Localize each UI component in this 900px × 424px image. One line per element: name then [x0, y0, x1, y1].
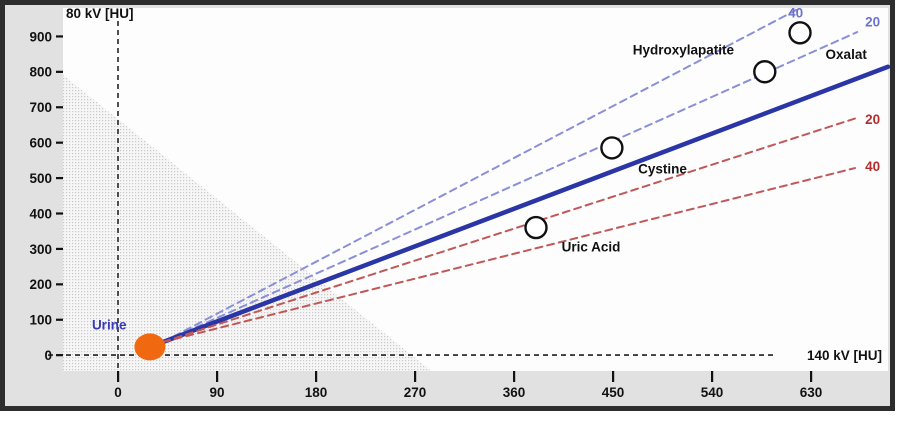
y-tick-400	[56, 212, 63, 215]
label-hydroxylapatite: Hydroxylapatite	[633, 42, 735, 57]
label-urine: Urine	[92, 317, 127, 332]
x-tick-label-90: 90	[209, 385, 224, 400]
y-tick-200	[56, 283, 63, 286]
y-tick-label-700: 700	[29, 100, 52, 115]
y-tick-label-900: 900	[29, 29, 52, 44]
x-tick-360	[513, 371, 516, 382]
y-tick-0	[56, 354, 63, 357]
x-tick-0	[117, 371, 120, 382]
y-tick-900	[56, 35, 63, 38]
y-tick-600	[56, 141, 63, 144]
x-tick-90	[216, 371, 219, 382]
x-axis-title: 140 kV [HU]	[807, 348, 882, 363]
x-tick-label-270: 270	[404, 385, 427, 400]
red-dashed-20-label: 20	[865, 112, 880, 127]
label-oxalat: Oxalat	[826, 47, 868, 62]
shaded-region	[63, 74, 432, 371]
x-tick-540	[711, 371, 714, 382]
y-tick-label-200: 200	[29, 277, 52, 292]
x-tick-180	[315, 371, 318, 382]
red-dashed-20-line	[162, 116, 859, 343]
x-tick-270	[414, 371, 417, 382]
y-tick-label-400: 400	[29, 206, 52, 221]
red-dashed-40-line	[162, 167, 856, 343]
point-oxalat	[788, 21, 812, 45]
separator-line-line	[160, 64, 891, 345]
y-tick-label-600: 600	[29, 136, 52, 151]
y-tick-500	[56, 176, 63, 180]
x-tick-label-180: 180	[305, 385, 328, 400]
blue-dashed-40-label: 40	[788, 5, 803, 20]
blue-dashed-20-label: 20	[865, 15, 880, 30]
y-tick-label-300: 300	[29, 242, 52, 257]
y-tick-label-0: 0	[44, 348, 52, 363]
y-tick-800	[56, 70, 63, 73]
point-hydroxylapatite	[753, 60, 777, 84]
x-tick-label-360: 360	[503, 385, 526, 400]
y-tick-label-800: 800	[29, 65, 52, 80]
point-uric-acid	[524, 215, 548, 240]
x-axis-title-backdrop	[777, 349, 883, 362]
label-uric-acid: Uric Acid	[562, 240, 621, 255]
x-tick-label-540: 540	[701, 385, 724, 400]
red-dashed-40-label: 40	[865, 159, 880, 174]
y-axis-title: 80 kV [HU]	[66, 6, 134, 21]
point-cystine	[600, 136, 624, 160]
label-cystine: Cystine	[638, 162, 687, 177]
y-tick-300	[56, 247, 63, 251]
x-tick-label-0: 0	[114, 385, 122, 400]
x-tick-label-450: 450	[602, 385, 625, 400]
y-tick-700	[56, 106, 63, 109]
x-tick-450	[612, 371, 615, 382]
blue-dashed-40-line	[162, 7, 801, 343]
point-urine	[134, 333, 166, 361]
x-tick-label-630: 630	[800, 385, 823, 400]
blue-dashed-20-line	[162, 31, 859, 343]
x-tick-630	[810, 371, 813, 382]
y-tick-label-100: 100	[29, 313, 52, 328]
y-tick-100	[56, 318, 63, 321]
y-tick-label-500: 500	[29, 171, 52, 186]
